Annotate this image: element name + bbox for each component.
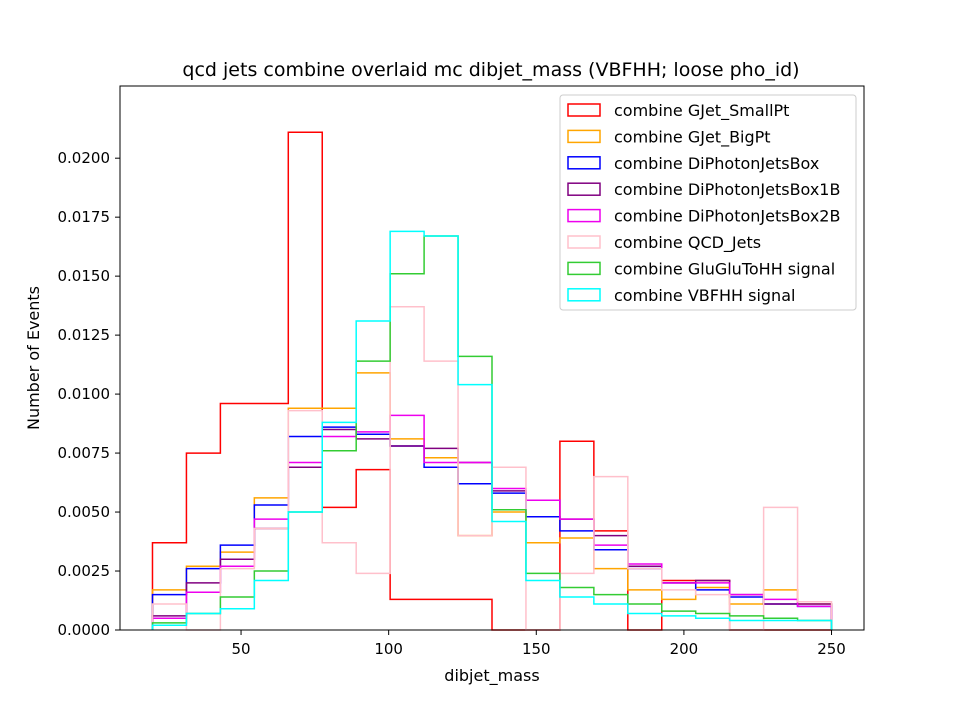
x-tick-label: 100 (374, 640, 403, 658)
series-1-histogram-line (151, 131, 832, 631)
y-tick-label: 0.0150 (58, 267, 111, 285)
legend-box (559, 94, 857, 311)
y-axis: 0.0000 0.0025 0.0050 0.0075 0.0100 0.0125 0.01… (58, 149, 120, 639)
legend-label: combine GJet_BigPt (614, 127, 771, 147)
y-tick-label: 0.0175 (58, 208, 111, 226)
x-tick-label: 250 (817, 640, 846, 658)
x-tick-label: 200 (670, 640, 699, 658)
chart-title: qcd jets combine overlaid mc dibjet_mass… (182, 59, 799, 81)
series-8-histogram-line (151, 230, 833, 630)
y-tick-label: 0.0075 (58, 444, 111, 462)
legend-swatch (567, 208, 601, 223)
legend-swatch (567, 235, 601, 249)
legend-swatch (567, 261, 601, 276)
x-tick-label: 50 (232, 640, 251, 658)
y-tick-label: 0.0000 (58, 621, 111, 639)
legend-label: combine GJet_SmallPt (614, 101, 789, 121)
legend-label: combine QCD_Jets (614, 233, 761, 253)
legend-label: combine VBFHH signal (614, 286, 795, 305)
legend-swatch (567, 182, 601, 196)
x-tick-label: 150 (522, 640, 551, 658)
y-tick-label: 0.0125 (58, 326, 111, 344)
plot-frame (119, 85, 865, 631)
x-axis-label: dibjet_mass (444, 666, 539, 686)
legend-swatch (567, 103, 601, 117)
series-layer (151, 131, 833, 631)
legend-label: combine GluGluToHH signal (614, 259, 835, 278)
y-tick-label: 0.0200 (58, 149, 111, 167)
legend-label: combine DiPhotonJetsBox1B (614, 180, 840, 199)
legend-swatch (567, 288, 601, 302)
y-tick-label: 0.0100 (58, 385, 111, 403)
y-tick-label: 0.0025 (58, 562, 111, 580)
y-tick-label: 0.0050 (58, 503, 111, 521)
legend-label: combine DiPhotonJetsBox (614, 154, 819, 173)
y-axis-label: Number of Events (24, 286, 43, 430)
legend-swatch (567, 156, 601, 170)
legend-label: combine DiPhotonJetsBox2B (614, 207, 840, 226)
legend-swatch (567, 129, 601, 144)
x-axis: 50 100 150 200 250 (232, 630, 846, 658)
